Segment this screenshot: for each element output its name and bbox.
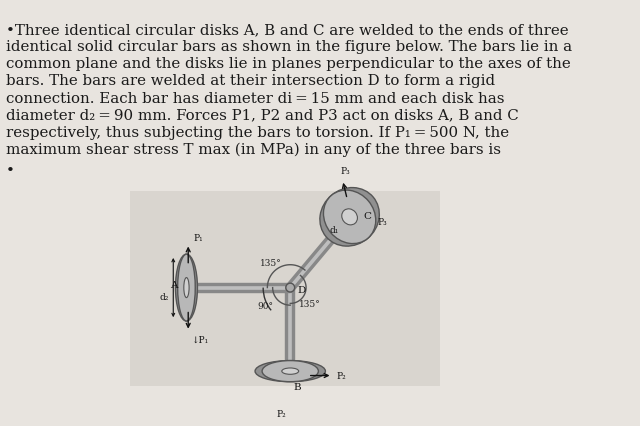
Ellipse shape [282, 368, 299, 374]
Text: ↓P₁: ↓P₁ [191, 335, 208, 344]
Text: 135°: 135° [299, 299, 321, 308]
Ellipse shape [342, 209, 357, 225]
Ellipse shape [262, 361, 318, 382]
Text: •Three identical circular disks A, B and C are welded to the ends of three: •Three identical circular disks A, B and… [6, 23, 569, 37]
Ellipse shape [255, 361, 325, 382]
Ellipse shape [184, 278, 189, 298]
Ellipse shape [320, 188, 380, 247]
Text: C: C [363, 211, 371, 220]
Text: diameter d₂ = 90 mm. Forces P1, P2 and P3 act on disks A, B and C: diameter d₂ = 90 mm. Forces P1, P2 and P… [6, 109, 519, 122]
Text: identical solid circular bars as shown in the figure below. The bars lie in a: identical solid circular bars as shown i… [6, 40, 572, 54]
Circle shape [286, 284, 294, 292]
Text: •: • [6, 163, 15, 177]
Ellipse shape [178, 255, 195, 321]
Text: 90°: 90° [258, 301, 274, 310]
Text: d₂: d₂ [159, 292, 169, 301]
Text: D: D [298, 285, 306, 294]
Bar [130, 191, 440, 386]
Text: A: A [170, 280, 178, 289]
Text: P₂: P₂ [276, 409, 286, 418]
Text: common plane and the disks lie in planes perpendicular to the axes of the: common plane and the disks lie in planes… [6, 57, 571, 71]
Text: B: B [294, 383, 301, 391]
Text: P₂: P₂ [336, 371, 346, 380]
Text: respectively, thus subjecting the bars to torsion. If P₁ = 500 N, the: respectively, thus subjecting the bars t… [6, 126, 509, 140]
Text: 135°: 135° [260, 259, 282, 268]
Text: P₃: P₃ [340, 166, 350, 175]
Ellipse shape [323, 191, 376, 244]
Text: maximum shear stress T max (in MPa) in any of the three bars is: maximum shear stress T max (in MPa) in a… [6, 143, 501, 157]
Text: P₁: P₁ [193, 233, 203, 242]
Text: bars. The bars are welded at their intersection D to form a rigid: bars. The bars are welded at their inter… [6, 74, 495, 88]
Text: connection. Each bar has diameter di = 15 mm and each disk has: connection. Each bar has diameter di = 1… [6, 91, 505, 105]
Ellipse shape [175, 255, 198, 321]
Text: P₃: P₃ [378, 217, 387, 226]
Text: d₁: d₁ [329, 225, 339, 234]
